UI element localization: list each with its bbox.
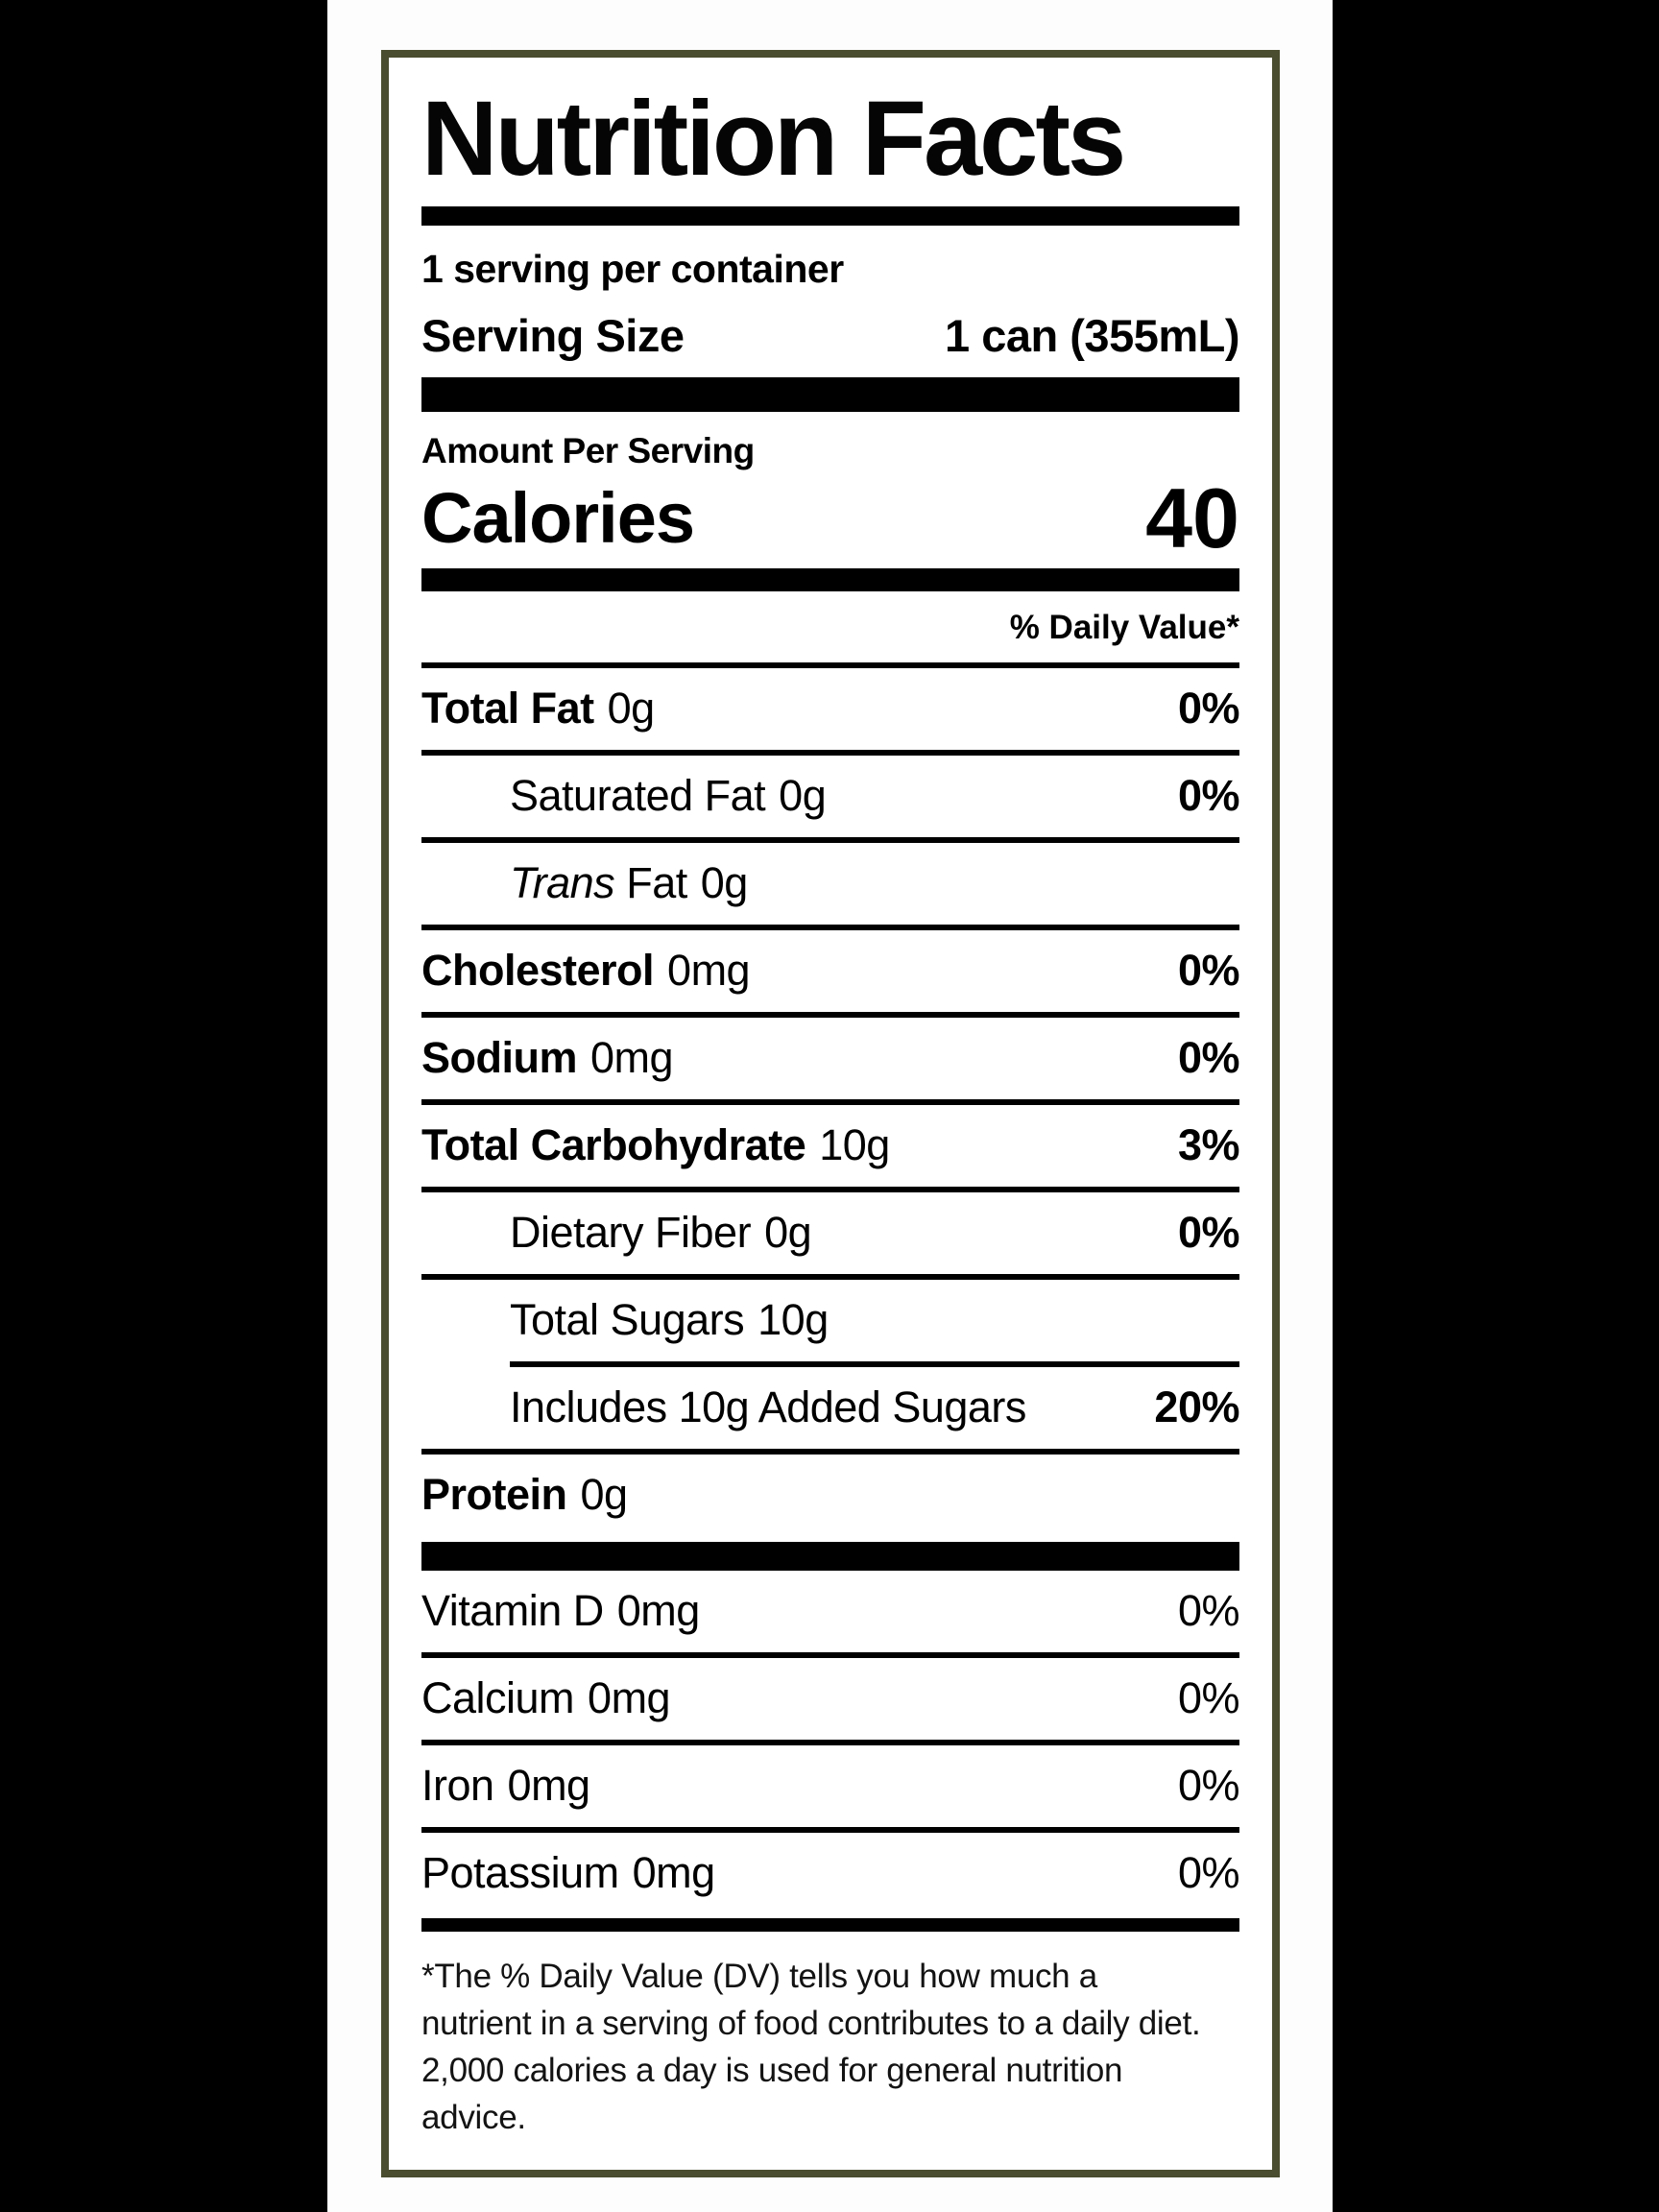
vitamin-row-vitamin-d: Vitamin D 0mg 0% [421, 1571, 1240, 1652]
calories-row: Calories 40 [421, 470, 1239, 566]
nutrient-row-protein: Protein 0g [421, 1455, 1239, 1536]
divider [421, 1652, 1239, 1658]
vitamin-dv: 0% [1177, 1761, 1240, 1810]
divider [421, 1187, 1239, 1192]
nutrient-name: Total Fat [421, 684, 594, 733]
nutrient-name: Includes 10g Added Sugars [510, 1382, 1026, 1431]
nutrient-name: Protein [421, 1470, 567, 1519]
vitamin-name: Calcium [421, 1673, 575, 1722]
daily-value-footnote: *The % Daily Value (DV) tells you how mu… [421, 1958, 1201, 2136]
label-title: Nutrition Facts [421, 80, 1126, 198]
nutrient-amount: 10g [819, 1120, 890, 1169]
divider [421, 1449, 1239, 1455]
nutrient-dv: 0% [1177, 1208, 1240, 1257]
vitamin-name: Iron [421, 1761, 494, 1810]
vitamin-name: Potassium [421, 1848, 619, 1897]
vitamin-amount: 0mg [632, 1848, 716, 1897]
nutrient-row-added-sugars: Includes 10g Added Sugars 20% [421, 1367, 1239, 1449]
nutrient-row-total-fat: Total Fat 0g 0% [421, 668, 1240, 750]
nutrient-amount: 0g [607, 684, 656, 733]
divider [421, 1099, 1239, 1105]
nutrient-name: Dietary Fiber [510, 1208, 752, 1257]
divider [421, 662, 1239, 668]
nutrient-amount: 0g [700, 858, 749, 907]
nutrient-dv: 0% [1177, 771, 1240, 820]
nutrient-dv: 3% [1177, 1120, 1240, 1169]
divider [421, 1740, 1239, 1745]
nutrient-row-trans-fat: Trans Fat 0g [421, 843, 1239, 925]
label-background-panel: Nutrition Facts 1 serving per container … [327, 0, 1333, 2212]
vitamin-dv: 0% [1177, 1586, 1240, 1635]
nutrient-amount: 0g [764, 1208, 812, 1257]
nutrient-dv: 20% [1154, 1382, 1239, 1431]
nutrient-amount: 0mg [590, 1033, 674, 1082]
vitamin-amount: 0mg [616, 1586, 701, 1635]
vitamin-dv: 0% [1177, 1848, 1240, 1897]
divider [421, 1274, 1239, 1280]
divider [421, 837, 1239, 843]
nutrient-name-italic: Trans [510, 858, 615, 907]
nutrient-row-total-carbohydrate: Total Carbohydrate 10g 3% [421, 1105, 1240, 1187]
vitamin-row-iron: Iron 0mg 0% [421, 1745, 1240, 1827]
calories-separator-bar [421, 568, 1239, 591]
serving-size-row: Serving Size 1 can (355mL) [421, 309, 1239, 362]
vitamin-row-calcium: Calcium 0mg 0% [421, 1658, 1240, 1740]
nutrient-row-dietary-fiber: Dietary Fiber 0g 0% [421, 1192, 1240, 1274]
title-separator-bar [421, 206, 1239, 226]
nutrient-name: Total Carbohydrate [421, 1120, 806, 1169]
footnote-separator-bar [421, 1918, 1239, 1932]
nutrient-amount: 0g [779, 771, 827, 820]
divider [510, 1361, 1239, 1367]
divider [421, 925, 1239, 930]
nutrient-name: Saturated Fat [510, 771, 766, 820]
protein-separator-bar [421, 1542, 1239, 1571]
calories-value: 40 [1145, 470, 1239, 566]
nutrient-row-sodium: Sodium 0mg 0% [421, 1018, 1240, 1099]
nutrition-facts-label: Nutrition Facts 1 serving per container … [381, 50, 1280, 2177]
serving-separator-bar [421, 377, 1239, 412]
nutrient-name: Cholesterol [421, 946, 655, 995]
calories-label: Calories [421, 478, 695, 558]
vitamin-dv: 0% [1177, 1673, 1240, 1722]
vitamin-name: Vitamin D [421, 1586, 604, 1635]
nutrient-dv: 0% [1177, 1033, 1240, 1082]
nutrient-name: Fat [626, 858, 687, 907]
nutrient-row-total-sugars: Total Sugars 10g [421, 1280, 1239, 1361]
divider [421, 1012, 1239, 1018]
nutrient-row-cholesterol: Cholesterol 0mg 0% [421, 930, 1240, 1012]
divider [421, 750, 1239, 756]
nutrient-dv: 0% [1177, 946, 1240, 995]
nutrient-name: Total Sugars [510, 1295, 745, 1344]
serving-size-label: Serving Size [421, 310, 685, 361]
daily-value-header: % Daily Value* [1009, 609, 1239, 646]
nutrient-amount: 0g [580, 1470, 629, 1519]
nutrient-amount: 0mg [667, 946, 751, 995]
serving-size-value: 1 can (355mL) [945, 310, 1239, 361]
nutrient-name: Sodium [421, 1033, 578, 1082]
vitamin-row-potassium: Potassium 0mg 0% [421, 1833, 1240, 1914]
vitamin-amount: 0mg [507, 1761, 591, 1810]
vitamin-amount: 0mg [588, 1673, 671, 1722]
nutrient-row-saturated-fat: Saturated Fat 0g 0% [421, 756, 1240, 837]
servings-per-container: 1 serving per container [421, 247, 844, 291]
amount-per-serving-label: Amount Per Serving [421, 431, 755, 470]
nutrient-dv: 0% [1177, 684, 1240, 733]
divider [421, 1827, 1239, 1833]
nutrient-amount: 10g [757, 1295, 829, 1344]
